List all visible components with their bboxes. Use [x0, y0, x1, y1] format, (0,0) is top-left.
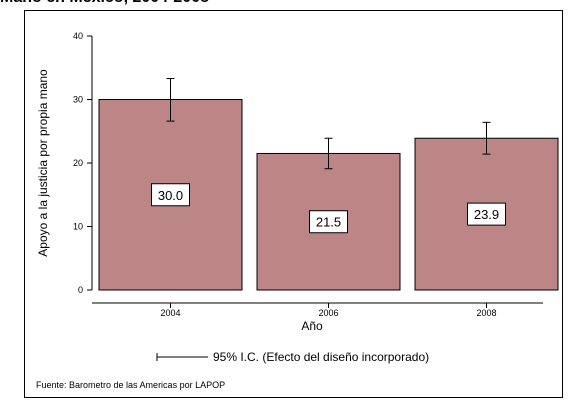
y-tick-label: 20	[73, 158, 83, 168]
y-axis-label: Apoyo a la justicia por propia mano	[36, 69, 50, 257]
error-bars	[166, 78, 491, 170]
bar-chart: 0 10 20 30 40 2004 2006 2008 30.0 21.5 23.9 Apoy…	[36, 31, 559, 390]
x-axis-ticks: 2004 2006 2008	[160, 303, 497, 318]
value-label-2008: 23.9	[474, 207, 499, 222]
chart-frame: 0 10 20 30 40 2004 2006 2008 30.0 21.5 23.9 Apoy…	[24, 10, 563, 398]
legend-label: 95% I.C. (Efecto del diseño incorporado)	[213, 350, 429, 364]
value-label-2006: 21.5	[316, 215, 341, 230]
x-axis-label: Año	[301, 319, 323, 333]
y-axis-ticks: 0 10 20 30 40	[73, 31, 92, 295]
y-tick-label: 10	[73, 222, 83, 232]
x-tick-label: 2008	[476, 308, 496, 318]
x-tick-label: 2006	[318, 308, 338, 318]
value-label-2004: 30.0	[158, 188, 183, 203]
x-tick-label: 2004	[160, 308, 180, 318]
y-tick-label: 30	[73, 95, 83, 105]
legend: 95% I.C. (Efecto del diseño incorporado)	[156, 350, 429, 364]
value-label-box	[151, 183, 190, 207]
value-label-box	[309, 210, 348, 234]
chart-title-caption: Mano en México, 2004-2008	[0, 0, 209, 8]
value-label-box	[467, 202, 506, 226]
source-note: Fuente: Barometro de las Americas por LA…	[36, 380, 225, 390]
value-labels: 30.0 21.5 23.9	[151, 183, 506, 234]
y-tick-label: 0	[78, 285, 83, 295]
y-tick-label: 40	[73, 31, 83, 41]
